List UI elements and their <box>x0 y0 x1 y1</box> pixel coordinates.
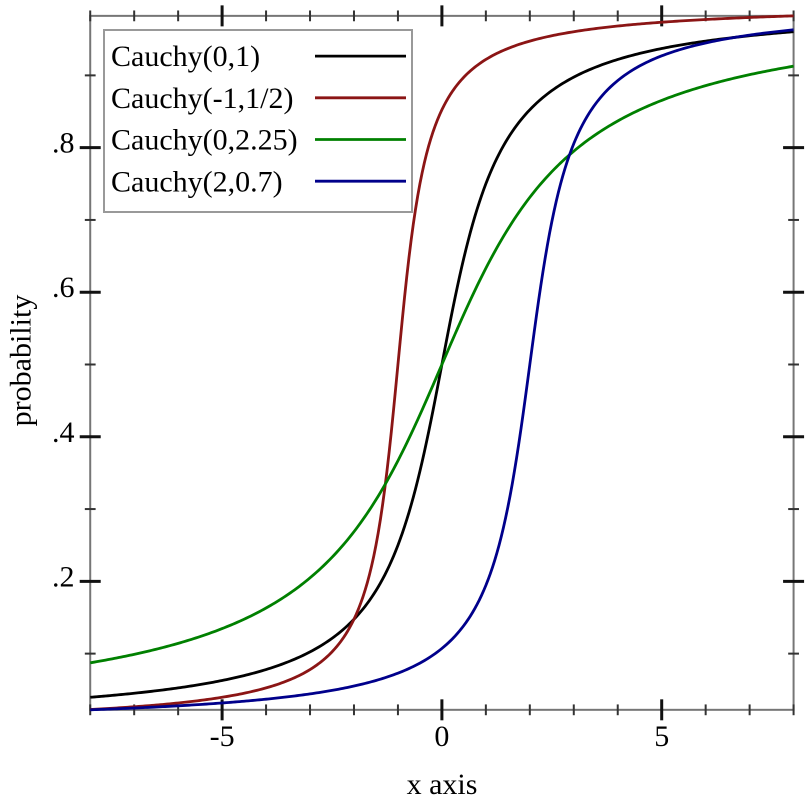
svg-text:5: 5 <box>654 720 669 753</box>
svg-text:probability: probability <box>5 295 38 427</box>
svg-text:0: 0 <box>434 720 449 753</box>
svg-text:.8: .8 <box>52 127 75 160</box>
svg-text:-5: -5 <box>210 720 235 753</box>
svg-text:Cauchy(0,1): Cauchy(0,1) <box>111 40 260 73</box>
svg-text:.6: .6 <box>52 271 75 304</box>
svg-text:Cauchy(-1,1/2): Cauchy(-1,1/2) <box>111 82 293 115</box>
svg-text:x axis: x axis <box>407 768 478 801</box>
svg-text:.2: .2 <box>52 560 75 593</box>
svg-text:.4: .4 <box>52 416 75 449</box>
svg-text:Cauchy(0,2.25): Cauchy(0,2.25) <box>111 124 298 157</box>
svg-text:Cauchy(2,0.7): Cauchy(2,0.7) <box>111 165 283 198</box>
